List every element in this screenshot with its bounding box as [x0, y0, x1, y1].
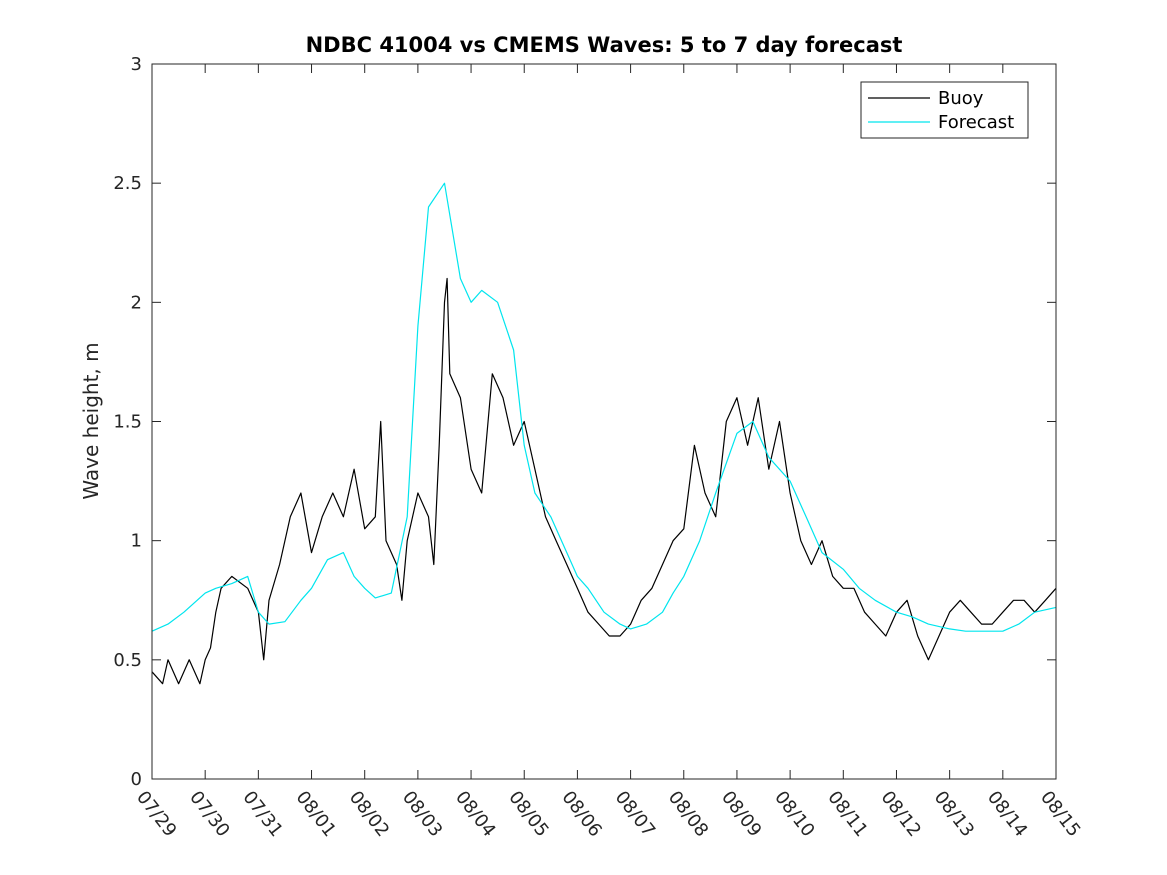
y-axis-label: Wave height, m	[79, 342, 103, 499]
legend-label-forecast: Forecast	[938, 112, 1014, 133]
y-tick-label: 0	[131, 769, 142, 790]
series-line-buoy	[151, 277, 1057, 685]
chart-title: NDBC 41004 vs CMEMS Waves: 5 to 7 day fo…	[306, 33, 903, 57]
y-tick-label: 0.5	[113, 650, 142, 671]
y-tick-label: 2	[131, 292, 142, 313]
y-axis: 0 0.5 1 1.5 2 2.5 3	[113, 54, 1056, 790]
y-tick-label: 2.5	[113, 173, 142, 194]
legend-label-buoy: Buoy	[938, 88, 984, 109]
y-tick-label: 3	[131, 54, 142, 75]
series-line-forecast	[151, 182, 1057, 632]
y-tick-label: 1.5	[113, 412, 142, 433]
legend: Buoy Forecast	[860, 81, 1029, 139]
y-tick-label: 1	[131, 531, 142, 552]
series-layer	[151, 182, 1057, 685]
legend-box	[860, 81, 1029, 139]
